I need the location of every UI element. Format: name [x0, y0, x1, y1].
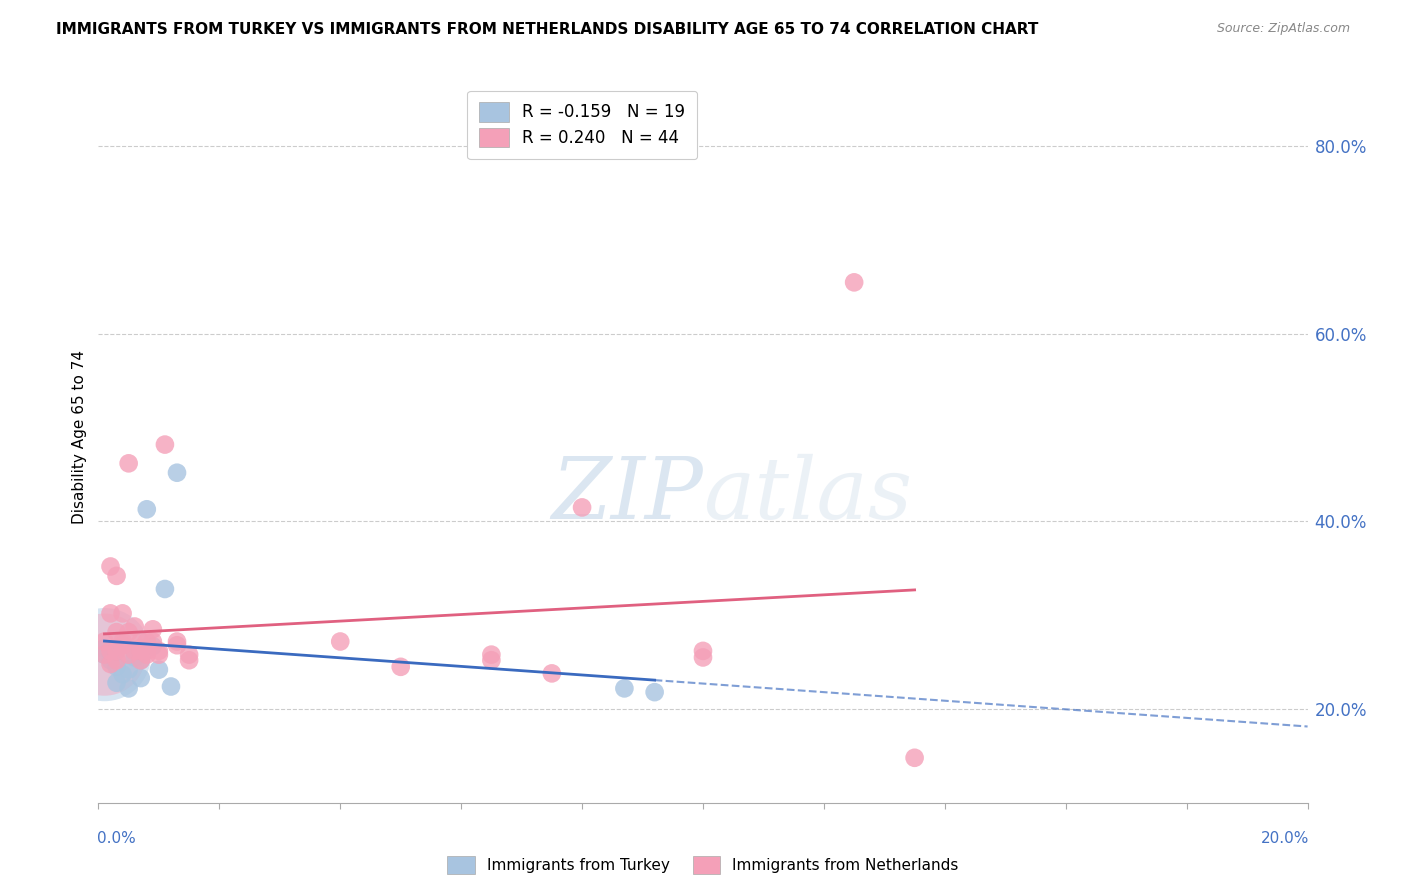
Point: [166, 638, 188, 652]
Text: 20.0%: 20.0%: [1260, 831, 1309, 846]
Point: [118, 456, 141, 470]
Point: [124, 650, 146, 665]
Text: IMMIGRANTS FROM TURKEY VS IMMIGRANTS FROM NETHERLANDS DISABILITY AGE 65 TO 74 CO: IMMIGRANTS FROM TURKEY VS IMMIGRANTS FRO…: [56, 22, 1039, 37]
Point: [179, 653, 201, 667]
Point: [160, 680, 183, 694]
Point: [105, 653, 128, 667]
Point: [100, 607, 122, 621]
Point: [118, 681, 141, 696]
Text: atlas: atlas: [703, 454, 912, 537]
Point: [129, 653, 152, 667]
Point: [153, 582, 176, 596]
Text: Source: ZipAtlas.com: Source: ZipAtlas.com: [1216, 22, 1350, 36]
Point: [129, 671, 152, 685]
Point: [100, 653, 122, 667]
Point: [329, 634, 352, 648]
Point: [100, 559, 122, 574]
Text: ZIP: ZIP: [551, 454, 703, 537]
Point: [148, 644, 170, 658]
Point: [540, 666, 562, 681]
Point: [118, 625, 141, 640]
Point: [124, 619, 146, 633]
Point: [111, 638, 134, 652]
Point: [105, 644, 128, 658]
Point: [118, 648, 141, 662]
Point: [179, 648, 201, 662]
Point: [142, 639, 165, 653]
Point: [129, 644, 152, 658]
Point: [93, 648, 115, 662]
Point: [93, 648, 115, 662]
Point: [153, 437, 176, 451]
Point: [105, 660, 128, 674]
Point: [124, 644, 146, 658]
Point: [166, 466, 188, 480]
Y-axis label: Disability Age 65 to 74: Disability Age 65 to 74: [72, 350, 87, 524]
Legend: R = -0.159   N = 19, R = 0.240   N = 44: R = -0.159 N = 19, R = 0.240 N = 44: [467, 91, 697, 159]
Point: [148, 648, 170, 662]
Point: [844, 276, 866, 290]
Point: [481, 653, 503, 667]
Text: 0.0%: 0.0%: [97, 831, 136, 846]
Point: [111, 634, 134, 648]
Point: [135, 634, 157, 648]
Point: [613, 681, 636, 696]
Point: [111, 667, 134, 681]
Point: [129, 634, 152, 648]
Point: [692, 650, 714, 665]
Point: [129, 653, 152, 667]
Point: [142, 623, 165, 637]
Point: [692, 644, 714, 658]
Point: [481, 648, 503, 662]
Point: [135, 644, 157, 658]
Point: [93, 648, 115, 662]
Legend: Immigrants from Turkey, Immigrants from Netherlands: Immigrants from Turkey, Immigrants from …: [441, 850, 965, 880]
Point: [166, 634, 188, 648]
Point: [644, 685, 666, 699]
Point: [105, 569, 128, 583]
Point: [135, 648, 157, 662]
Point: [93, 634, 115, 648]
Point: [148, 663, 170, 677]
Point: [100, 644, 122, 658]
Point: [105, 625, 128, 640]
Point: [105, 675, 128, 690]
Point: [389, 660, 412, 674]
Point: [93, 641, 115, 656]
Point: [904, 751, 927, 765]
Point: [135, 502, 157, 516]
Point: [571, 500, 593, 515]
Point: [93, 648, 115, 662]
Point: [111, 607, 134, 621]
Point: [100, 657, 122, 671]
Point: [142, 634, 165, 648]
Point: [118, 663, 141, 677]
Point: [129, 641, 152, 656]
